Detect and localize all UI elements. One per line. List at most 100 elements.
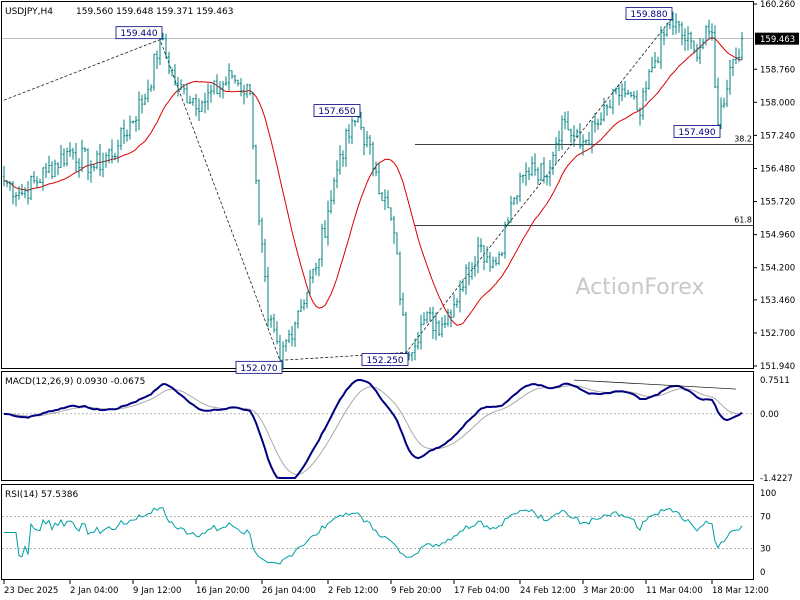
candle — [737, 48, 741, 63]
svg-text:159.880: 159.880 — [630, 10, 667, 20]
candle — [278, 334, 282, 361]
candle — [314, 262, 318, 276]
price-tick-label: 154.200 — [760, 264, 795, 274]
candle — [317, 258, 321, 277]
price-tick-label: 158.760 — [760, 65, 795, 75]
candle — [506, 217, 510, 226]
candle — [704, 25, 708, 46]
candle — [407, 351, 411, 361]
rsi-plot — [2, 507, 753, 565]
candle — [242, 84, 246, 105]
candle — [734, 47, 738, 65]
candle — [524, 162, 528, 186]
time-tick-label: 16 Jan 20:00 — [196, 586, 250, 596]
candle — [509, 195, 513, 223]
candle — [662, 28, 666, 45]
macd-divergence-line — [573, 379, 737, 390]
candle — [446, 308, 450, 327]
candle — [59, 145, 63, 168]
candle — [701, 39, 705, 50]
candle — [350, 117, 354, 144]
candle — [671, 11, 675, 36]
time-tick-label: 2 Feb 12:00 — [328, 586, 378, 596]
candle — [665, 22, 669, 37]
price-tick-label: 157.240 — [760, 131, 795, 141]
candle — [125, 129, 129, 142]
candle — [452, 294, 456, 318]
candle — [434, 312, 438, 341]
candle — [467, 261, 471, 286]
candle — [35, 176, 39, 188]
candle — [293, 321, 297, 347]
candle — [629, 91, 633, 98]
swing-price-label: 157.650 — [313, 104, 361, 118]
candle — [566, 111, 570, 131]
candle — [377, 162, 381, 195]
candle — [695, 43, 699, 62]
rsi-tick-label: 0 — [760, 568, 765, 578]
candle — [302, 299, 306, 311]
candle — [476, 236, 480, 274]
candle — [5, 180, 9, 188]
candle — [299, 299, 303, 312]
candle — [89, 160, 93, 183]
candle — [353, 120, 357, 127]
price-tick-label: 160.260 — [760, 0, 795, 10]
price-tick-label: 156.480 — [760, 164, 795, 174]
candle — [683, 28, 687, 51]
candle — [2, 165, 6, 187]
candle — [464, 264, 468, 295]
candle — [170, 67, 174, 77]
candle — [416, 331, 420, 350]
candle — [65, 147, 69, 167]
candle — [428, 307, 432, 322]
candle — [128, 115, 132, 140]
candle — [371, 141, 375, 177]
candle — [362, 126, 366, 156]
candle — [659, 26, 663, 69]
candle — [281, 341, 285, 370]
ohlc-label: 159.560 159.648 159.371 159.463 — [76, 7, 233, 17]
candle — [605, 104, 609, 116]
candle — [233, 74, 237, 84]
candle — [515, 195, 519, 205]
candle — [560, 115, 564, 150]
candle — [419, 314, 423, 350]
candle — [623, 81, 627, 98]
candle — [191, 97, 195, 106]
time-tick-label: 18 Mar 12:00 — [712, 586, 769, 596]
candle — [251, 92, 255, 150]
candle — [260, 217, 264, 253]
swing-price-label: 157.490 — [673, 124, 721, 138]
candle — [245, 83, 249, 98]
candle — [272, 313, 276, 333]
candle — [341, 150, 345, 167]
price-tick-label: 152.700 — [760, 329, 795, 339]
time-tick-label: 11 Mar 04:00 — [646, 586, 703, 596]
candle — [356, 117, 360, 123]
candle — [53, 159, 57, 178]
candle — [188, 95, 192, 104]
candle — [674, 13, 678, 35]
candle — [485, 246, 489, 263]
candle — [422, 312, 426, 325]
candle — [533, 153, 537, 176]
candle — [71, 147, 75, 160]
candle — [548, 160, 552, 187]
candle — [521, 174, 525, 183]
candle — [179, 79, 183, 91]
candle — [716, 77, 720, 125]
candle — [545, 174, 549, 186]
candle — [158, 39, 162, 65]
candle — [167, 51, 171, 75]
candle — [182, 84, 186, 95]
candle — [203, 92, 207, 114]
candle — [653, 52, 657, 69]
candle — [110, 139, 114, 164]
candle — [221, 80, 225, 99]
candle — [488, 251, 492, 272]
candle — [425, 311, 429, 324]
candle — [47, 155, 51, 174]
candle — [17, 186, 21, 200]
